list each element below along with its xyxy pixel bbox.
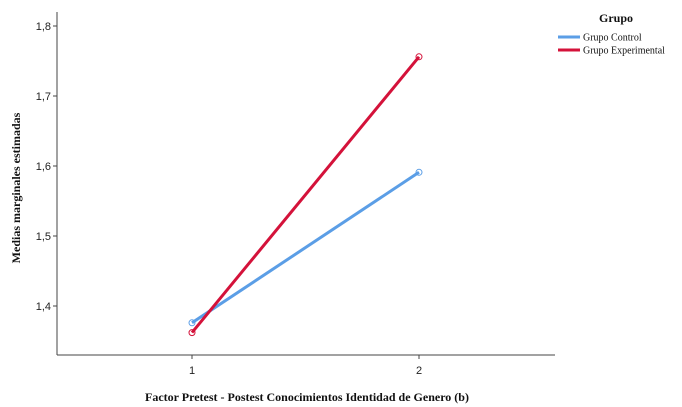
- y-tick-label: 1,6: [36, 161, 51, 173]
- data-point: [188, 319, 196, 327]
- data-point: [188, 329, 196, 337]
- y-tick-label: 1,7: [36, 91, 51, 103]
- y-axis-title: Medias marginales estimadas: [9, 112, 23, 263]
- x-tick-label: 1: [189, 365, 195, 377]
- legend-title: Grupo: [599, 11, 633, 25]
- series-lines: [190, 55, 421, 334]
- y-ticks: 1,4 1,5 1,6 1,7 1,8: [36, 21, 57, 313]
- data-point: [415, 168, 423, 176]
- x-axis-title: Factor Pretest - Postest Conocimientos I…: [145, 390, 469, 404]
- legend-items: Grupo Control Grupo Experimental: [558, 33, 665, 57]
- y-tick-label: 1,4: [36, 301, 51, 313]
- x-tick-label: 2: [416, 365, 422, 377]
- series-points: [188, 53, 423, 337]
- legend: Grupo Grupo Control Grupo Experimental: [558, 11, 665, 57]
- y-tick-label: 1,5: [36, 231, 51, 243]
- legend-label: Grupo Control: [583, 33, 642, 44]
- y-tick-label: 1,8: [36, 21, 51, 33]
- legend-label: Grupo Experimental: [583, 46, 665, 57]
- series-line: [191, 171, 420, 325]
- series-line: [190, 55, 421, 334]
- data-point: [415, 53, 423, 61]
- axes: [56, 12, 555, 356]
